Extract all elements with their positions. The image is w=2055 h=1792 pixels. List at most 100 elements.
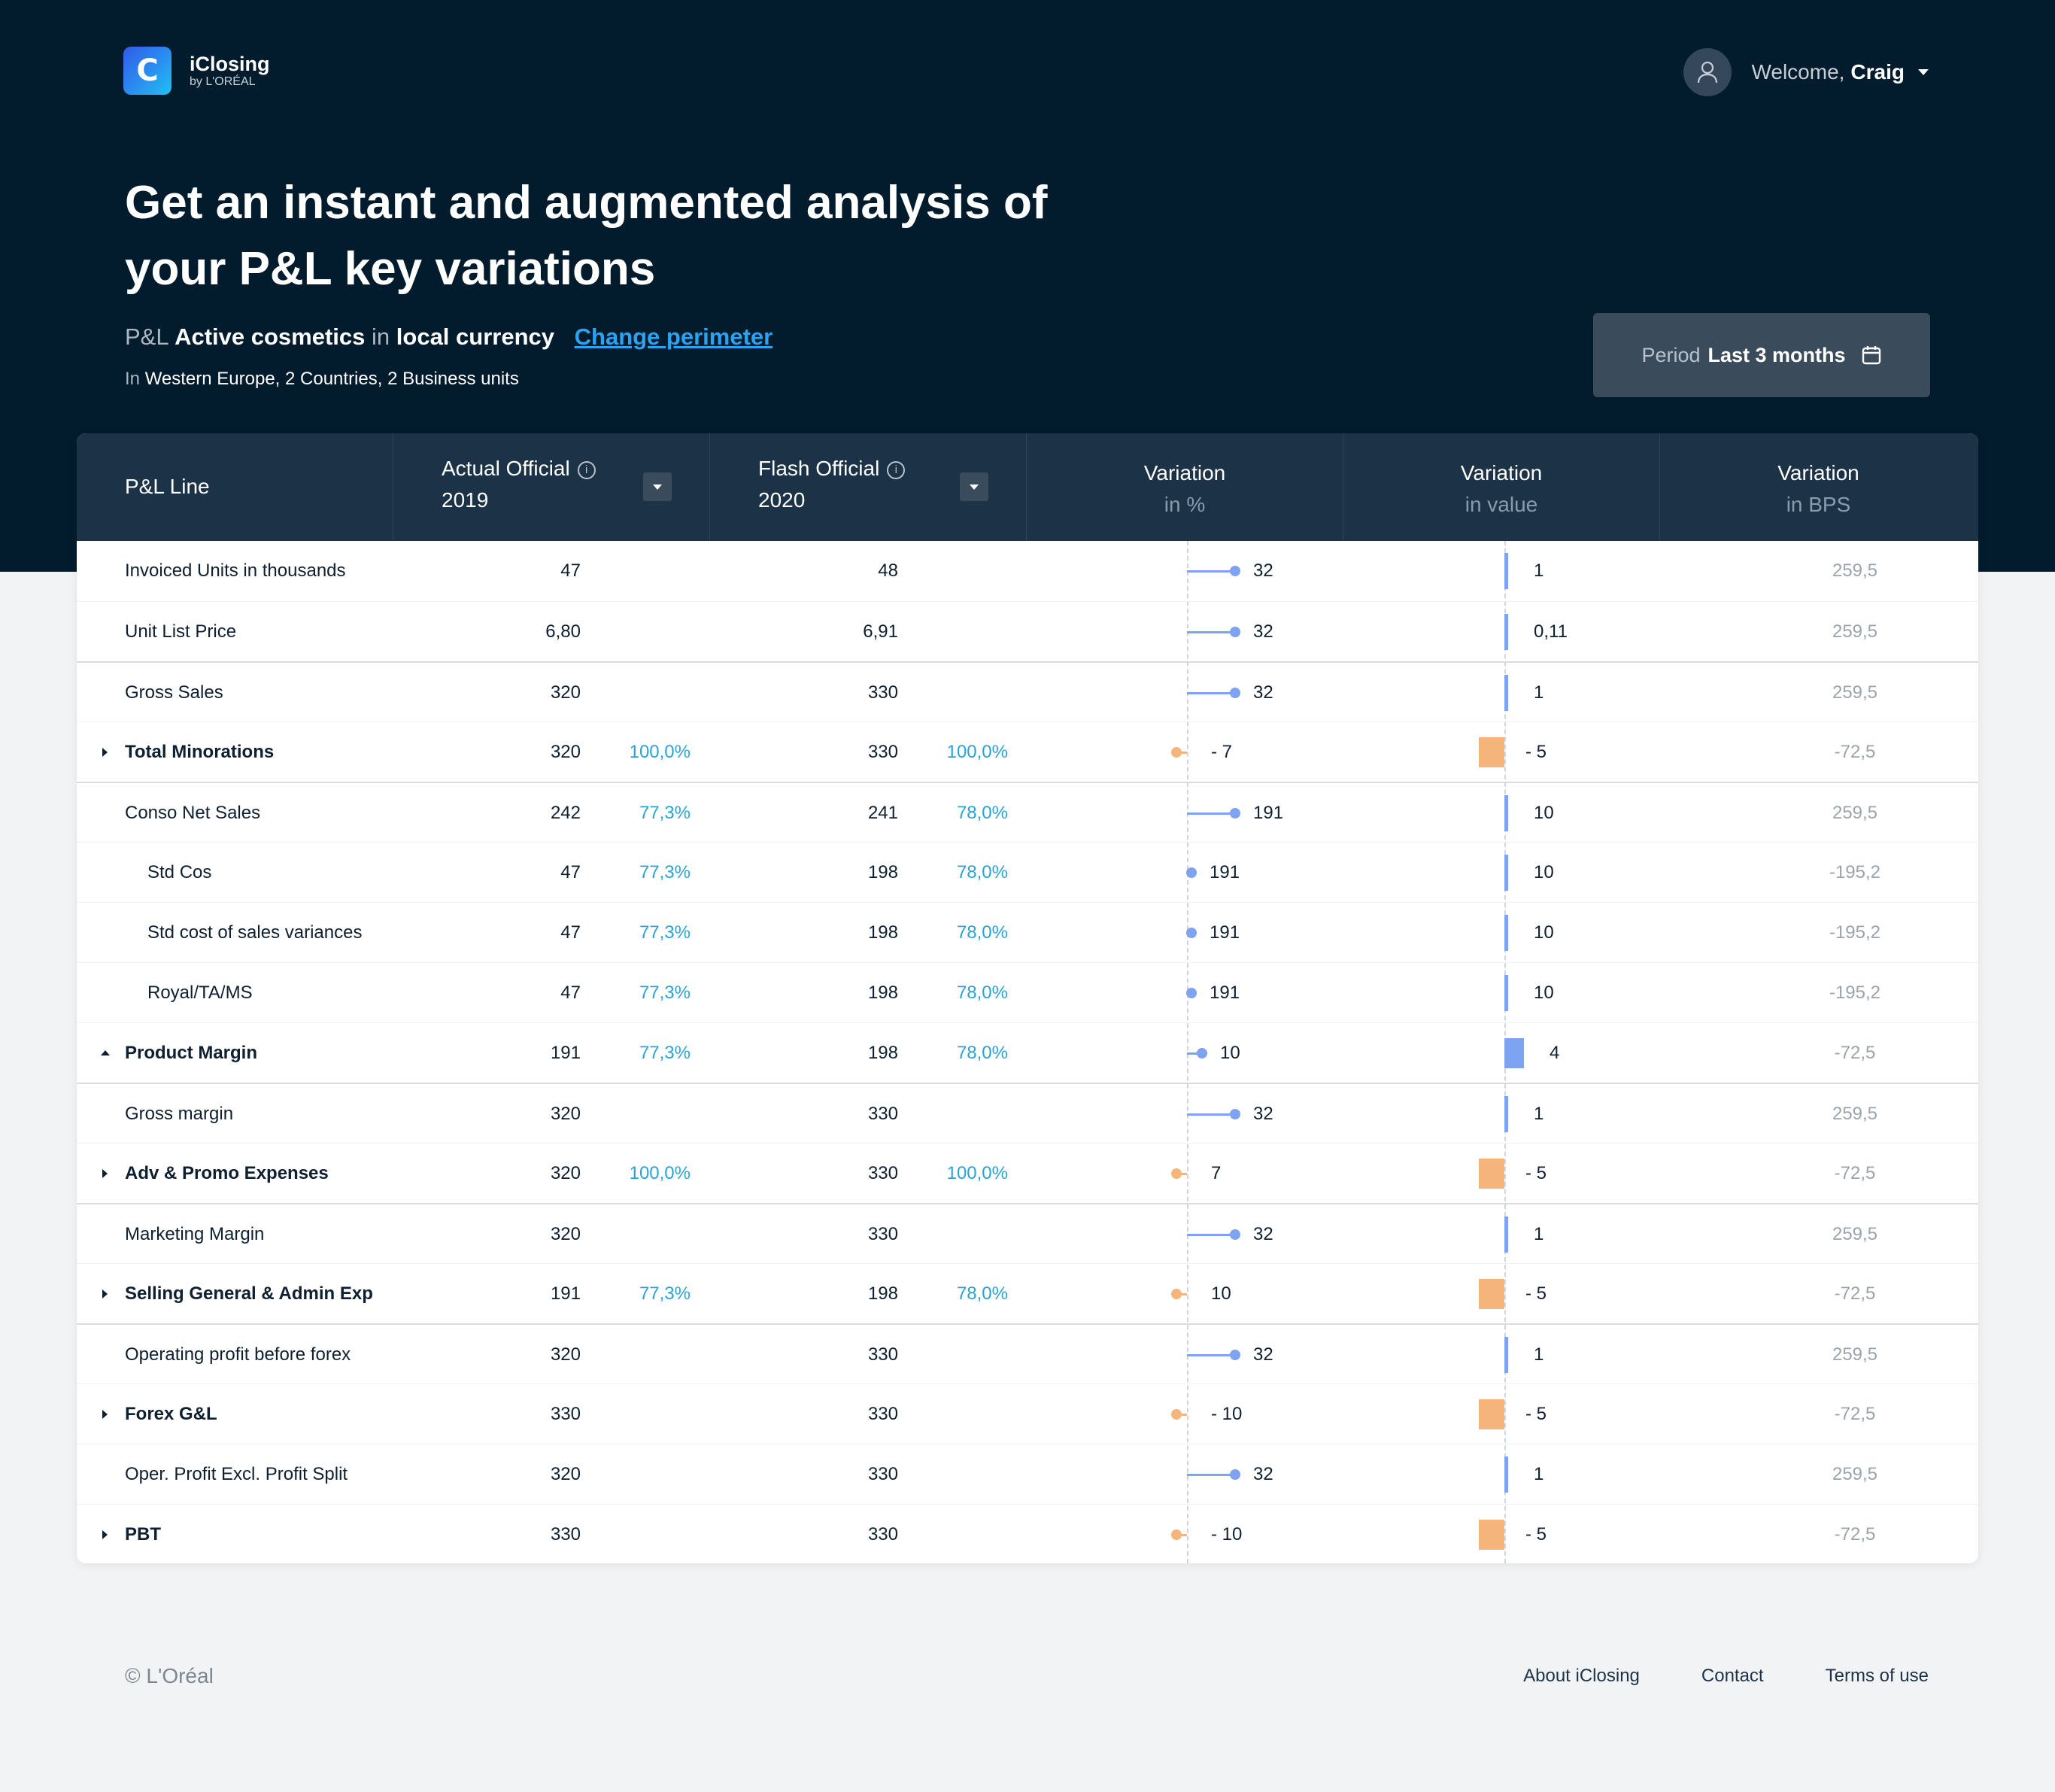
var-pct-lollipop-line (1176, 1293, 1187, 1295)
var-pct-lollipop-dot (1230, 627, 1240, 637)
var-pct-value: 32 (1253, 560, 1273, 581)
var-value-value: - 5 (1525, 1283, 1547, 1304)
var-bps-value: -72,5 (1834, 1404, 1876, 1424)
contact-link[interactable]: Contact (1701, 1666, 1764, 1686)
var-value-bar (1504, 553, 1508, 589)
flash-value: 241 (867, 803, 898, 823)
actual-value: 191 (550, 1283, 581, 1304)
actual-percent (615, 663, 691, 723)
user-icon (1698, 61, 1718, 84)
var-pct-lollipop-dot (1197, 1048, 1207, 1058)
flash-percent (933, 1204, 1008, 1265)
var-pct-lollipop-dot (1230, 1109, 1240, 1119)
user-menu[interactable]: Welcome, Craig (1683, 48, 1929, 96)
flash-value: 198 (867, 1283, 898, 1304)
var-value-value: 10 (1534, 983, 1554, 1003)
flash-percent (933, 602, 1008, 662)
var-pct-lollipop-line (1187, 631, 1235, 633)
info-icon[interactable]: i (887, 461, 906, 479)
var-pct-value: - 10 (1211, 1524, 1243, 1544)
chevron-down-icon (653, 484, 662, 490)
flash-value: 330 (867, 1224, 898, 1244)
actual-percent (615, 1444, 691, 1505)
table-row[interactable]: PBT 330 330 - 10 - 5 -72,5 (77, 1504, 1978, 1563)
table-row[interactable]: Product Margin 191 77,3% 198 78,0% 10 4 -72,5 (77, 1022, 1978, 1083)
var-pct-lollipop-dot (1171, 747, 1182, 758)
flash-percent: 78,0% (956, 1283, 1008, 1304)
actual-value: 47 (560, 560, 581, 581)
flash-value: 330 (867, 1464, 898, 1484)
period-button[interactable]: Period Last 3 months (1593, 313, 1930, 397)
var-pct-lollipop-dot (1230, 688, 1240, 698)
table-row[interactable]: Adv & Promo Expenses 320 100,0% 330 100,0% 7 -… (77, 1143, 1978, 1203)
row-label: Conso Net Sales (125, 803, 261, 823)
actual-percent: 77,3% (639, 983, 691, 1003)
actual-value: 191 (550, 1043, 581, 1063)
var-pct-value: 10 (1220, 1043, 1240, 1063)
var-pct-value: 32 (1253, 621, 1273, 642)
var-pct-lollipop-dot (1171, 1409, 1182, 1420)
actual-percent: 77,3% (639, 803, 691, 823)
var-pct-lollipop-line (1187, 570, 1235, 573)
flash-percent (933, 1384, 1008, 1444)
var-pct-lollipop-line (1187, 1474, 1235, 1476)
table-row[interactable]: Selling General & Admin Exp 191 77,3% 198 78… (77, 1263, 1978, 1323)
var-pct-value: 32 (1253, 1224, 1273, 1244)
var-pct-lollipop-dot (1171, 1289, 1182, 1299)
flash-percent (933, 1325, 1008, 1385)
row-label: Invoiced Units in thousands (125, 560, 346, 581)
chevron-right-icon[interactable] (102, 1530, 108, 1539)
var-value-value: 10 (1534, 922, 1554, 943)
col-pl-line: P&L Line (77, 433, 393, 541)
var-bps-value: 259,5 (1832, 1344, 1878, 1365)
terms-link[interactable]: Terms of use (1825, 1666, 1929, 1686)
table-row[interactable]: Total Minorations 320 100,0% 330 100,0% - 7 - … (77, 721, 1978, 782)
actual-value: 320 (550, 682, 581, 703)
actual-value: 330 (550, 1404, 581, 1424)
chevron-right-icon[interactable] (102, 1410, 108, 1419)
footer-links: About iClosing Contact Terms of use (1462, 1666, 1929, 1687)
table-row: Conso Net Sales 242 77,3% 241 78,0% 191 10 259,… (77, 782, 1978, 842)
row-label: Adv & Promo Expenses (125, 1163, 329, 1183)
flash-percent (933, 1444, 1008, 1505)
chevron-right-icon[interactable] (102, 1169, 108, 1178)
var-pct-value: 32 (1253, 1104, 1273, 1124)
var-value-value: 1 (1534, 682, 1544, 703)
flash-value: 198 (867, 862, 898, 882)
chevron-right-icon[interactable] (102, 1289, 108, 1298)
page-title: Get an instant and augmented analysis of… (125, 177, 1048, 295)
app-logo[interactable]: C iClosing by L'ORÉAL (123, 47, 270, 95)
var-value-bar (1479, 1520, 1504, 1550)
table-row: Std cost of sales variances 47 77,3% 198 78,… (77, 902, 1978, 962)
var-pct-lollipop-dot (1230, 1229, 1240, 1240)
var-bps-value: -72,5 (1834, 1043, 1876, 1063)
var-value-bar (1504, 614, 1508, 650)
actual-dropdown-button[interactable] (643, 472, 672, 501)
chevron-down-icon[interactable] (1918, 69, 1929, 75)
actual-percent (615, 602, 691, 662)
var-value-bar (1504, 1337, 1508, 1373)
change-perimeter-link[interactable]: Change perimeter (574, 323, 773, 350)
logo-mark-icon: C (123, 47, 172, 95)
var-pct-lollipop-line (1187, 812, 1235, 815)
var-bps-value: -195,2 (1829, 862, 1881, 882)
table-row[interactable]: Forex G&L 330 330 - 10 - 5 -72,5 (77, 1383, 1978, 1444)
actual-percent: 77,3% (639, 862, 691, 882)
flash-dropdown-button[interactable] (960, 472, 988, 501)
var-value-bar (1504, 1038, 1524, 1068)
chevron-up-icon[interactable] (101, 1050, 110, 1055)
about-link[interactable]: About iClosing (1523, 1666, 1640, 1686)
welcome-text: Welcome, (1751, 60, 1845, 84)
var-pct-lollipop-line (1187, 1113, 1235, 1116)
chevron-right-icon[interactable] (102, 748, 108, 757)
var-pct-lollipop-dot (1230, 1469, 1240, 1480)
flash-value: 330 (867, 1104, 898, 1124)
info-icon[interactable]: i (577, 461, 596, 479)
var-pct-lollipop-dot (1186, 867, 1197, 878)
actual-value: 6,80 (545, 621, 581, 642)
flash-percent: 78,0% (956, 1043, 1008, 1063)
actual-value: 47 (560, 983, 581, 1003)
flash-value: 330 (867, 1524, 898, 1544)
var-bps-value: -72,5 (1834, 1524, 1876, 1544)
col-var-bps: Variation in BPS (1777, 461, 1859, 516)
